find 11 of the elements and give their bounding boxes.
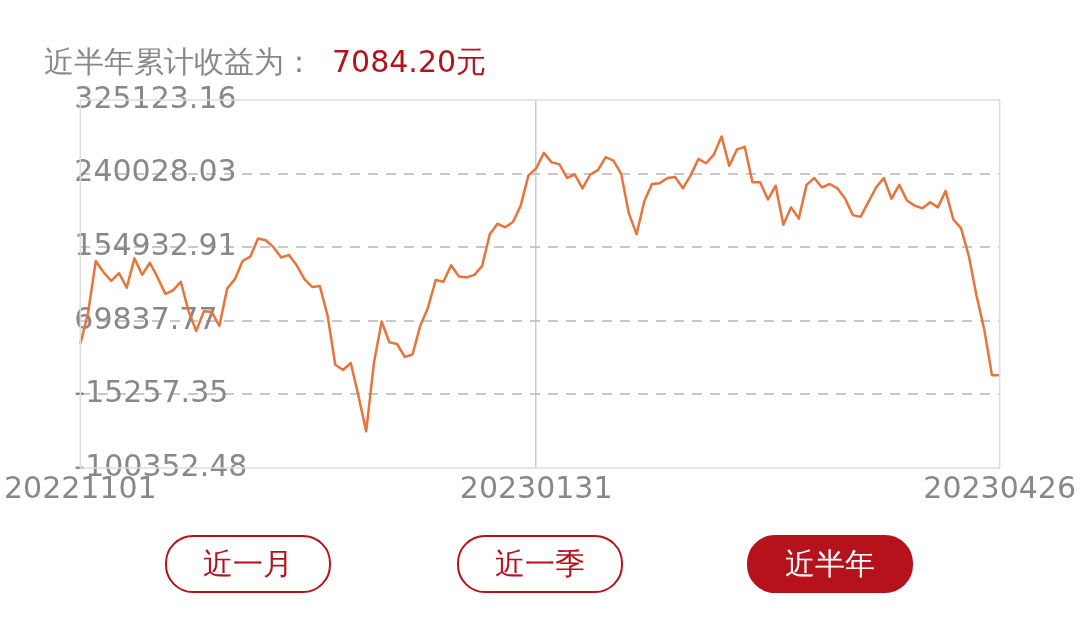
- x-tick-label: 20230426: [923, 469, 1076, 505]
- chart-title: 近半年累计收益为：: [44, 44, 314, 79]
- x-tick-label: 20230131: [459, 469, 613, 505]
- y-tick-label: 154932.91: [74, 227, 237, 262]
- y-tick-label: -15257.35: [74, 374, 229, 410]
- y-tick-label: 325123.16: [74, 79, 237, 115]
- chart-subtitle: 7084.20元: [332, 44, 487, 79]
- text: 近一月: [165, 535, 331, 593]
- text: 近半年: [747, 535, 913, 593]
- text: 近一季: [457, 535, 623, 593]
- y-tick-label: 240028.03: [74, 153, 237, 189]
